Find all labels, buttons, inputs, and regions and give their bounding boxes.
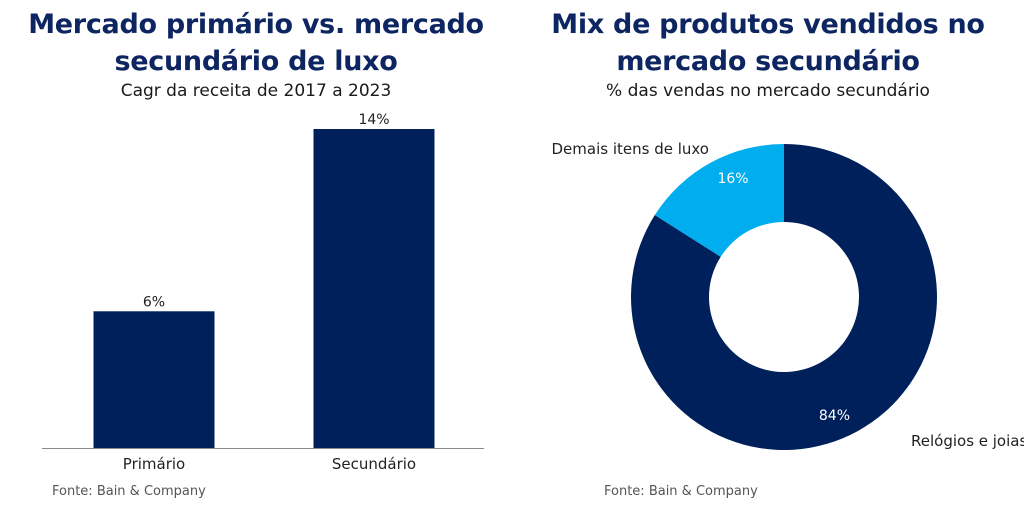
bar-chart-panel: Mercado primário vs. mercado secundário …	[0, 6, 512, 499]
donut-chart-plot: 84% Relógios e joias 16% Demais itens de lu…	[552, 140, 1024, 450]
bar-value-label-secundario: 14%	[358, 112, 389, 128]
bar-value-label-primario: 6%	[143, 294, 165, 310]
donut-chart-title-line2: mercado secundário	[616, 46, 920, 77]
bar-chart-title-line2: secundário de luxo	[114, 46, 398, 77]
donut-slice-relogios-e-joias	[630, 144, 937, 450]
x-tick-label-secundario: Secundário	[332, 455, 416, 473]
bar-secundario	[313, 129, 435, 448]
donut-chart-title: Mix de produtos vendidos no mercado secu…	[512, 6, 1024, 80]
donut-value-label-relogios-e-joias: 84%	[819, 408, 850, 424]
bar-chart-plot: 6% Primário 14% Secundário	[42, 112, 484, 473]
donut-chart-subtitle: % das vendas no mercado secundário	[606, 81, 930, 101]
donut-slice-demais-itens-de-luxo	[654, 144, 784, 257]
x-tick-label-primario: Primário	[123, 455, 185, 473]
bar-chart-source: Fonte: Bain & Company	[52, 484, 206, 499]
bar-primario	[93, 311, 215, 448]
bar-chart-title: Mercado primário vs. mercado secundário …	[0, 6, 512, 80]
donut-chart-title-line1: Mix de produtos vendidos no	[551, 9, 985, 40]
donut-category-label-relogios-e-joias: Relógios e joias	[911, 432, 1024, 450]
donut-value-label-demais-itens-de-luxo: 16%	[717, 171, 748, 187]
donut-chart-panel: Mix de produtos vendidos no mercado secu…	[512, 0, 1024, 510]
bar-chart-title-line1: Mercado primário vs. mercado	[28, 9, 484, 40]
donut-category-label-demais-itens-de-luxo: Demais itens de luxo	[552, 140, 710, 158]
bar-chart-subtitle: Cagr da receita de 2017 a 2023	[120, 81, 392, 101]
donut-chart-source: Fonte: Bain & Company	[604, 484, 758, 499]
